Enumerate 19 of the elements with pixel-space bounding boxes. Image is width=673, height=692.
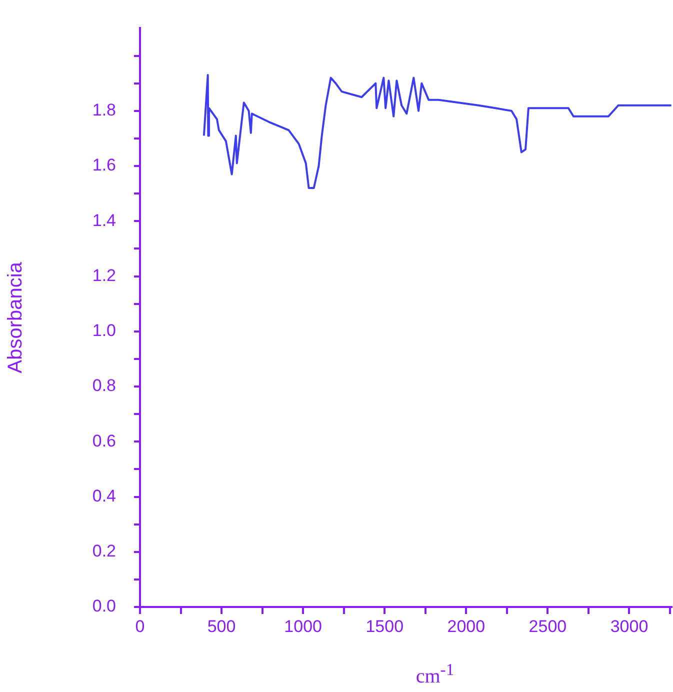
- x-tick-label: 0: [135, 616, 145, 636]
- y-tick-label: 1.4: [92, 210, 116, 230]
- x-tick-label: 500: [207, 616, 236, 636]
- x-tick-label: 2500: [528, 616, 567, 636]
- x-tick-label: 1000: [284, 616, 322, 636]
- x-tick-label: 3000: [610, 616, 648, 636]
- y-tick-label: 1.6: [92, 156, 116, 175]
- x-axis-title: cm$^{-1}$: [414, 660, 456, 689]
- y-tick-label: 0.6: [92, 431, 116, 450]
- x-tick-label: 2000: [447, 616, 486, 636]
- y-tick-label: 1.0: [92, 321, 116, 340]
- y-axis-title: Absorbancia: [4, 261, 27, 374]
- y-tick-label: 0.8: [92, 376, 116, 396]
- y-tick-label: 1.8: [92, 100, 116, 120]
- y-tick-label: 0.0: [92, 596, 116, 616]
- y-tick-label: 1.2: [92, 266, 116, 285]
- y-tick-label: 0.2: [92, 542, 116, 561]
- x-tick-label: 1500: [366, 616, 404, 636]
- y-tick-label: 0.4: [92, 486, 116, 506]
